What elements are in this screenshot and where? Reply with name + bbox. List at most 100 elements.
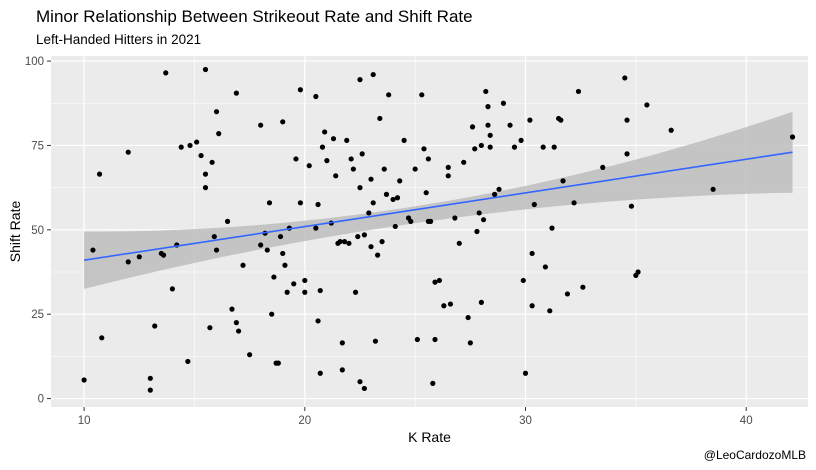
data-point xyxy=(211,233,217,240)
data-point xyxy=(216,131,222,137)
data-point xyxy=(209,159,215,165)
data-point xyxy=(224,218,231,224)
data-point xyxy=(185,358,191,365)
data-point xyxy=(412,166,418,172)
data-point xyxy=(337,239,343,245)
data-point xyxy=(341,239,348,245)
data-point xyxy=(372,338,379,344)
data-point xyxy=(361,232,367,238)
chart-title: Minor Relationship Between Strikeout Rat… xyxy=(36,7,473,26)
data-point xyxy=(271,274,277,280)
data-point xyxy=(306,163,312,169)
data-point xyxy=(496,186,502,192)
data-point xyxy=(456,240,462,246)
data-point xyxy=(635,269,641,275)
data-point xyxy=(284,289,290,295)
x-tick-label: 10 xyxy=(78,415,91,427)
data-point xyxy=(302,277,308,284)
data-point xyxy=(147,387,153,393)
data-point xyxy=(472,146,478,152)
data-point xyxy=(540,144,546,150)
data-point xyxy=(485,104,491,110)
data-point xyxy=(269,311,275,317)
x-tick-label: 20 xyxy=(298,415,311,427)
data-point xyxy=(476,210,482,216)
y-tick-label: 75 xyxy=(31,140,44,152)
data-point xyxy=(423,190,429,196)
data-point xyxy=(277,233,284,240)
data-point xyxy=(377,115,383,122)
chart-subtitle: Left-Handed Hitters in 2021 xyxy=(36,32,202,47)
data-point xyxy=(600,164,606,170)
trend-line-layer xyxy=(83,151,793,261)
data-point xyxy=(487,144,493,150)
data-point xyxy=(529,250,535,257)
data-point xyxy=(520,277,526,284)
data-point xyxy=(280,119,286,125)
data-point xyxy=(178,144,184,150)
data-point xyxy=(319,144,326,150)
data-point xyxy=(125,259,131,265)
data-point xyxy=(478,299,484,305)
data-point xyxy=(447,301,454,307)
data-point xyxy=(465,314,471,321)
data-point xyxy=(624,151,630,157)
data-point xyxy=(421,146,427,152)
data-point xyxy=(452,215,458,221)
data-point xyxy=(147,375,153,381)
data-point xyxy=(392,223,398,230)
data-point xyxy=(357,77,363,83)
y-tick-label: 0 xyxy=(38,394,44,406)
data-point xyxy=(474,228,480,235)
data-point xyxy=(99,335,105,341)
data-point xyxy=(207,325,213,331)
data-point xyxy=(394,195,401,201)
trend-line xyxy=(83,151,793,261)
data-point xyxy=(485,122,491,128)
data-point xyxy=(96,171,103,177)
data-point xyxy=(487,132,493,138)
data-point xyxy=(379,239,385,245)
data-point xyxy=(375,252,381,258)
data-point xyxy=(264,247,270,253)
data-point xyxy=(291,281,297,287)
data-point xyxy=(330,136,337,142)
data-point xyxy=(386,92,392,98)
data-point xyxy=(355,233,361,240)
data-point xyxy=(531,201,537,208)
data-point xyxy=(317,287,323,294)
data-point xyxy=(194,139,200,145)
chart-caption: @LeoCardozoMLB xyxy=(703,448,806,462)
data-point xyxy=(483,88,489,95)
data-point xyxy=(560,178,566,184)
data-point xyxy=(361,385,367,392)
data-point xyxy=(282,262,288,268)
data-point xyxy=(425,156,431,162)
data-point xyxy=(397,178,403,184)
data-point xyxy=(624,117,630,123)
data-point xyxy=(229,306,235,312)
data-point xyxy=(492,191,498,197)
data-point xyxy=(366,210,372,216)
data-point xyxy=(575,88,582,95)
data-point xyxy=(81,377,87,383)
data-point xyxy=(346,240,352,246)
data-point xyxy=(511,144,518,150)
data-point xyxy=(233,90,239,96)
data-point xyxy=(368,176,374,182)
data-point xyxy=(432,336,438,343)
data-point xyxy=(551,144,557,150)
y-tick-label: 50 xyxy=(31,225,44,237)
data-point xyxy=(668,127,674,133)
data-point xyxy=(564,291,571,297)
data-point xyxy=(202,171,209,177)
data-point xyxy=(558,117,564,123)
data-point xyxy=(352,289,359,295)
data-point xyxy=(357,379,363,385)
data-point xyxy=(125,149,131,155)
data-point xyxy=(359,151,365,157)
x-axis-title: K Rate xyxy=(408,429,451,445)
data-point xyxy=(240,262,246,268)
data-point xyxy=(430,380,436,386)
